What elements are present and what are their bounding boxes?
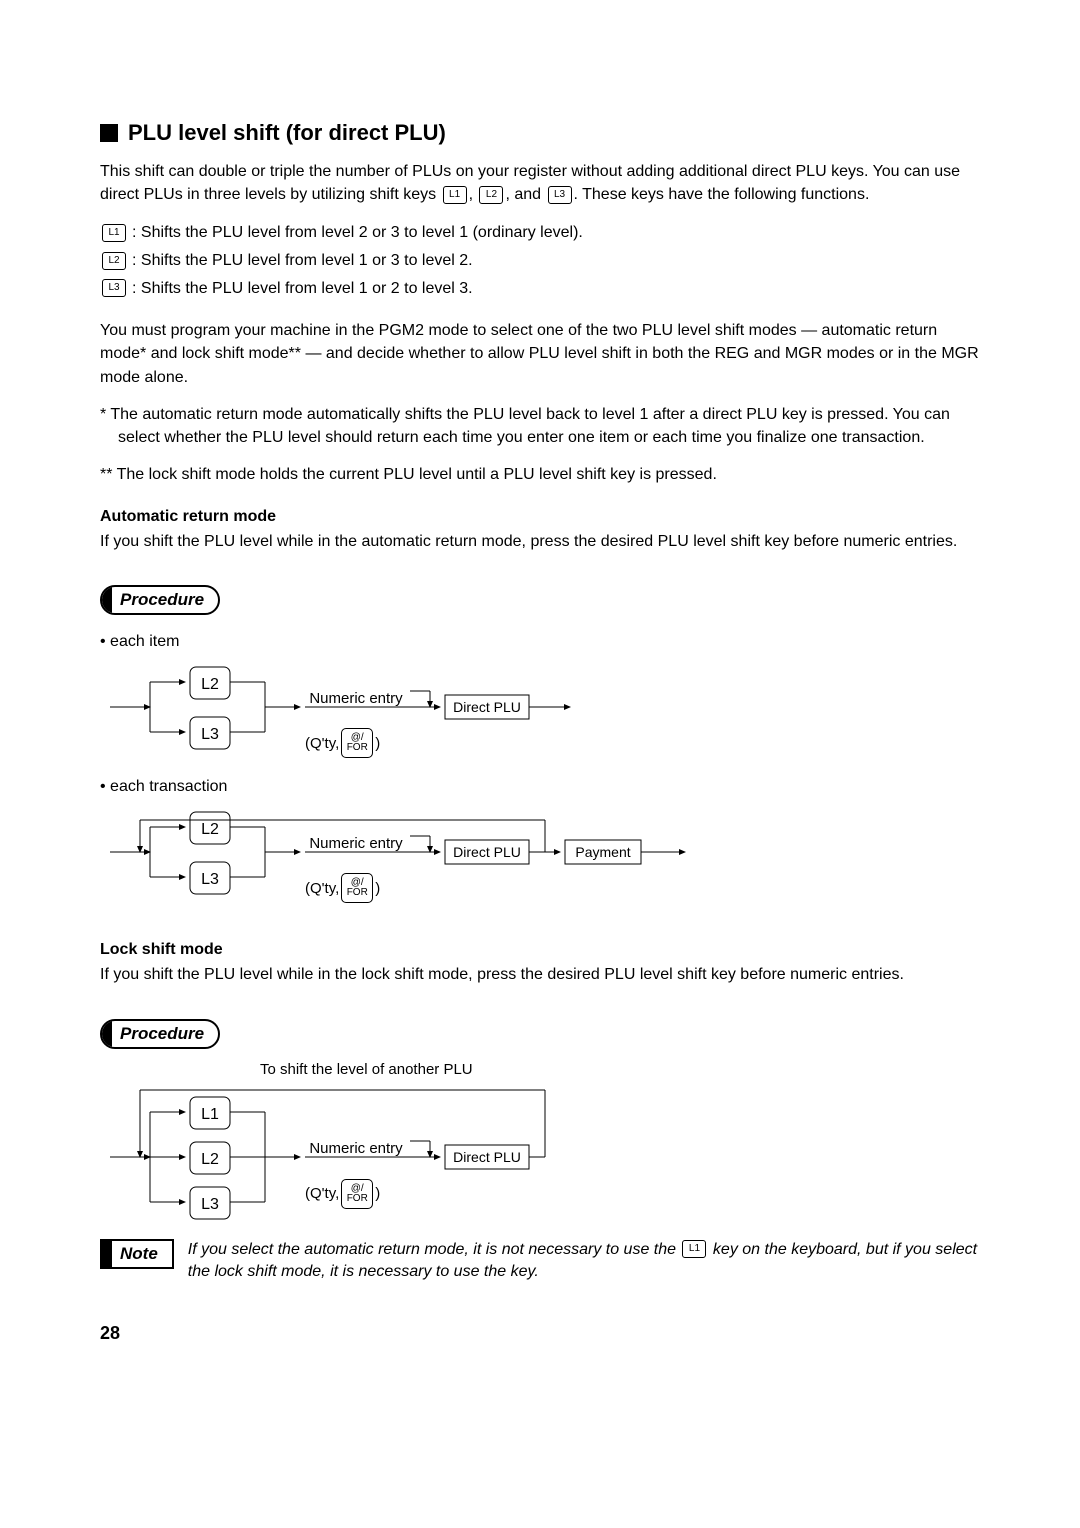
svg-text:L1: L1 xyxy=(201,1106,219,1123)
page-number: 28 xyxy=(100,1323,980,1344)
svg-text:L2: L2 xyxy=(201,676,219,693)
diagram-lock-shift: L1 L2 L3 Numeric entry Direct PLU xyxy=(100,1082,980,1209)
svg-text:L3: L3 xyxy=(201,1196,219,1213)
heading-text: PLU level shift (for direct PLU) xyxy=(128,120,446,146)
note-block: Note If you select the automatic return … xyxy=(100,1239,980,1284)
section-heading: PLU level shift (for direct PLU) xyxy=(100,120,980,146)
procedure-label: Procedure xyxy=(112,1024,218,1044)
svg-text:Direct PLU: Direct PLU xyxy=(453,1149,521,1165)
diagram-each-transaction: L2 L3 Numeric entry Direct PLU Payment xyxy=(100,802,980,903)
for-key-icon: @/ FOR xyxy=(341,1179,373,1209)
intro-text-d: . These keys have the following function… xyxy=(574,186,870,203)
key-l1-icon: L1 xyxy=(102,224,126,242)
note-label: Note xyxy=(112,1244,172,1264)
heading-bullet-icon xyxy=(100,124,118,142)
qty-close: ) xyxy=(375,1185,380,1202)
badge-left-icon xyxy=(102,1021,112,1047)
note-badge: Note xyxy=(100,1239,174,1269)
intro-text-b: , xyxy=(469,186,478,203)
svg-text:Numeric entry: Numeric entry xyxy=(309,690,403,707)
procedure-badge: Procedure xyxy=(100,1019,220,1049)
each-transaction-label: • each transaction xyxy=(100,778,980,796)
flow-diagram-icon: L1 L2 L3 Numeric entry Direct PLU xyxy=(100,1082,620,1232)
note-text: If you select the automatic return mode,… xyxy=(188,1239,980,1284)
intro-text-c: , and xyxy=(505,186,545,203)
svg-text:Numeric entry: Numeric entry xyxy=(309,835,403,852)
level-l2-text: : Shifts the PLU level from level 1 or 3… xyxy=(132,248,473,274)
svg-text:Direct PLU: Direct PLU xyxy=(453,844,521,860)
auto-mode-title: Automatic return mode xyxy=(100,508,980,526)
for-key-icon: @/ FOR xyxy=(341,728,373,758)
auto-mode-desc: If you shift the PLU level while in the … xyxy=(100,530,980,553)
procedure-badge: Procedure xyxy=(100,585,220,615)
level-line-l1: L1 : Shifts the PLU level from level 2 o… xyxy=(100,220,980,246)
qty-close: ) xyxy=(375,880,380,897)
svg-text:L2: L2 xyxy=(201,1151,219,1168)
note-text-a: If you select the automatic return mode,… xyxy=(188,1241,681,1258)
footnote-2: ** The lock shift mode holds the current… xyxy=(100,463,980,486)
svg-text:Direct PLU: Direct PLU xyxy=(453,699,521,715)
level-line-l2: L2 : Shifts the PLU level from level 1 o… xyxy=(100,248,980,274)
svg-text:L2: L2 xyxy=(201,821,219,838)
svg-text:Numeric entry: Numeric entry xyxy=(309,1140,403,1157)
level-l3-text: : Shifts the PLU level from level 1 or 2… xyxy=(132,276,473,302)
footnote-1: * The automatic return mode automaticall… xyxy=(100,403,980,449)
qty-open: (Q'ty, xyxy=(305,1185,339,1202)
svg-text:Payment: Payment xyxy=(575,844,630,860)
key-l3-icon: L3 xyxy=(102,279,126,297)
key-l1-icon: L1 xyxy=(443,186,467,204)
level-l1-text: : Shifts the PLU level from level 2 or 3… xyxy=(132,220,583,246)
badge-left-icon xyxy=(102,1241,112,1267)
level-definitions: L1 : Shifts the PLU level from level 2 o… xyxy=(100,220,980,301)
shift-caption: To shift the level of another PLU xyxy=(260,1061,980,1078)
svg-text:L3: L3 xyxy=(201,871,219,888)
key-l2-icon: L2 xyxy=(102,252,126,270)
key-l1-icon: L1 xyxy=(682,1240,706,1258)
mode-paragraph: You must program your machine in the PGM… xyxy=(100,319,980,389)
intro-paragraph: This shift can double or triple the numb… xyxy=(100,160,980,206)
page-content: PLU level shift (for direct PLU) This sh… xyxy=(0,0,1080,1404)
qty-open: (Q'ty, xyxy=(305,735,339,752)
each-item-label: • each item xyxy=(100,633,980,651)
badge-left-icon xyxy=(102,587,112,613)
flow-diagram-icon: L2 L3 Numeric entry Direct PLU Payment xyxy=(100,802,740,902)
key-l2-icon: L2 xyxy=(479,186,503,204)
procedure-label: Procedure xyxy=(112,590,218,610)
qty-open: (Q'ty, xyxy=(305,880,339,897)
lock-mode-title: Lock shift mode xyxy=(100,941,980,959)
svg-text:L3: L3 xyxy=(201,726,219,743)
qty-close: ) xyxy=(375,735,380,752)
diagram-each-item: L2 L3 Numeric entry Direct PLU (Q'ty, xyxy=(100,657,980,758)
lock-mode-desc: If you shift the PLU level while in the … xyxy=(100,963,980,986)
key-l3-icon: L3 xyxy=(548,186,572,204)
level-line-l3: L3 : Shifts the PLU level from level 1 o… xyxy=(100,276,980,302)
for-key-icon: @/ FOR xyxy=(341,873,373,903)
